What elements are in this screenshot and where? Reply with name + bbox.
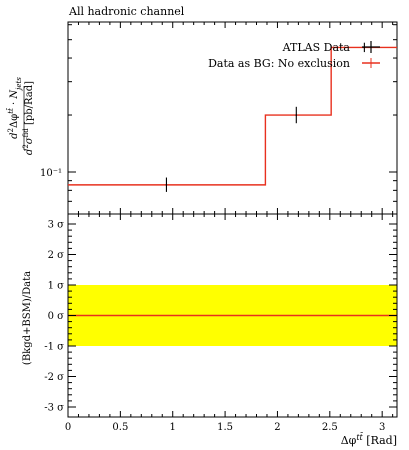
legend: ATLAS Data Data as BG: No exclusion bbox=[208, 41, 380, 70]
y-tick-label-0.1: 10⁻¹ bbox=[40, 168, 62, 179]
data-point bbox=[165, 184, 168, 186]
x-tick-label: 0 bbox=[65, 422, 71, 433]
ratio-y-axis-label: (Bkgd+BSM)/Data bbox=[22, 271, 33, 365]
x-tick-label: 2.5 bbox=[322, 422, 338, 433]
ratio-plot-ticks bbox=[67, 214, 397, 417]
legend-label-atlas-data: ATLAS Data bbox=[282, 41, 351, 54]
main-y-axis-label-denominator: d2Δφtt̄ · Njets bbox=[5, 77, 23, 139]
svg-text:Δφtt̄ [Rad]: Δφtt̄ [Rad] bbox=[341, 432, 397, 447]
data-point bbox=[295, 114, 298, 116]
y-tick-label: 0 σ bbox=[48, 311, 65, 322]
y-tick-label: 1 σ bbox=[48, 281, 65, 292]
ratio-y-tick-labels: 3 σ 2 σ 1 σ 0 σ -1 σ -2 σ -3 σ bbox=[44, 220, 64, 414]
svg-text:d2σfid [pb/Rad]: d2σfid [pb/Rad] bbox=[22, 81, 35, 155]
x-tick-labels: 0 0.5 1 1.5 2 2.5 3 bbox=[65, 422, 386, 433]
y-tick-label: 3 σ bbox=[48, 220, 65, 231]
chart-title: All hadronic channel bbox=[68, 5, 185, 18]
x-tick-label: 1 bbox=[170, 422, 176, 433]
x-tick-label: 2 bbox=[274, 422, 280, 433]
svg-text:d2Δφtt̄ · Njets: d2Δφtt̄ · Njets bbox=[5, 77, 23, 139]
x-tick-label: 0.5 bbox=[112, 422, 128, 433]
main-y-axis-label: d2σfid [pb/Rad] bbox=[22, 81, 35, 155]
x-tick-label: 1.5 bbox=[217, 422, 233, 433]
y-tick-label: -2 σ bbox=[44, 372, 64, 383]
x-axis-label: Δφtt̄ [Rad] bbox=[341, 432, 397, 447]
mc-step-path bbox=[68, 46, 397, 186]
legend-label-data-as-bg: Data as BG: No exclusion bbox=[208, 57, 350, 70]
y-tick-label: -3 σ bbox=[44, 403, 64, 414]
main-plot-ticks bbox=[67, 22, 397, 214]
mc-step-line bbox=[68, 46, 397, 186]
x-tick-label: 3 bbox=[379, 422, 385, 433]
y-tick-label: 2 σ bbox=[48, 250, 65, 261]
y-tick-label: -1 σ bbox=[44, 342, 64, 353]
